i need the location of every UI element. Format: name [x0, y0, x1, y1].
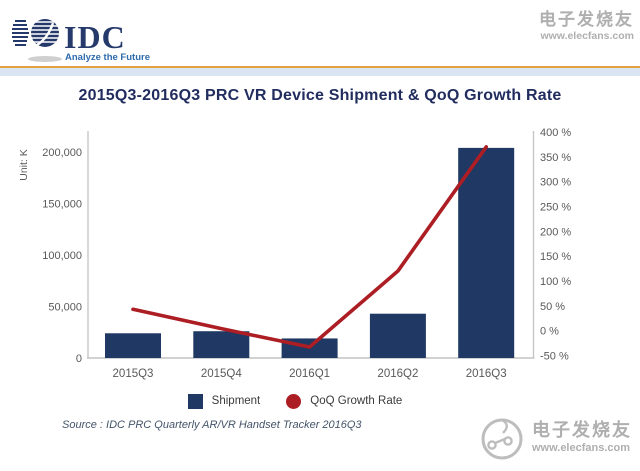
watermark-top-right: 电子发烧友 www.elecfans.com: [539, 10, 634, 42]
shipment-swatch-icon: [187, 393, 203, 409]
shipment-bar: [458, 147, 515, 358]
chart-title: 2015Q3-2016Q3 PRC VR Device Shipment & Q…: [78, 87, 562, 104]
right-axis-tick-label: 100 %: [540, 276, 571, 288]
x-axis-category-label: 2016Q1: [289, 368, 330, 380]
header-gold-rule: [0, 66, 640, 68]
legend-item-shipment: Shipment: [187, 393, 261, 409]
qoq-growth-line: [131, 145, 489, 349]
shipment-bar: [193, 331, 250, 358]
source-note: Source : IDC PRC Quarterly AR/VR Handset…: [62, 419, 362, 431]
idc-logo-tagline: Analyze the Future: [65, 52, 150, 63]
left-axis-tick-label: 50,000: [48, 302, 82, 314]
left-axis-tick-label: 100,000: [42, 250, 82, 262]
elecfans-logo-icon: [481, 418, 523, 460]
left-axis-tick-label: 150,000: [42, 199, 82, 211]
watermark-cn-text: 电子发烧友: [539, 10, 634, 29]
left-axis-tick-label: 200,000: [42, 147, 82, 159]
right-axis-tick-label: 350 %: [540, 152, 571, 164]
watermark-cn-text: 电子发烧友: [532, 420, 632, 441]
legend-label-qoq: QoQ Growth Rate: [310, 395, 403, 407]
chart-legend: Shipment QoQ Growth Rate: [0, 391, 590, 411]
watermark-bottom-right: 电子发烧友 www.elecfans.com: [478, 412, 632, 462]
idc-logo: IDC Analyze the Future: [12, 19, 150, 63]
right-axis-tick-label: 400 %: [540, 127, 571, 139]
watermark-url-text: www.elecfans.com: [540, 29, 634, 42]
legend-item-qoq: QoQ Growth Rate: [286, 393, 403, 409]
right-axis-tick-label: 250 %: [540, 201, 571, 213]
right-axis-tick-label: 0 %: [540, 326, 559, 338]
x-axis-category-label: 2015Q4: [201, 368, 243, 380]
shipment-bar: [105, 333, 161, 358]
right-axis-tick-label: -50 %: [540, 350, 569, 362]
x-axis-category-label: 2016Q3: [466, 368, 507, 380]
x-axis-category-label: 2016Q2: [377, 368, 418, 380]
legend-label-shipment: Shipment: [211, 395, 261, 407]
right-axis-tick-label: 200 %: [540, 226, 571, 238]
right-axis-tick-label: 50 %: [540, 301, 565, 313]
idc-globe-icon: [12, 19, 62, 62]
left-axis-tick-label: 0: [76, 353, 82, 365]
header-blue-band: [0, 68, 640, 76]
x-axis-category-label: 2015Q3: [113, 368, 154, 380]
right-axis-tick-label: 300 %: [540, 177, 571, 189]
shipment-bar: [369, 313, 426, 358]
watermark-url-text: www.elecfans.com: [532, 441, 631, 454]
left-axis-unit-label: Unit: K: [18, 149, 30, 181]
idc-logo-text: IDC: [64, 19, 126, 55]
right-axis-tick-label: 150 %: [540, 251, 571, 263]
qoq-swatch-icon: [286, 393, 302, 409]
